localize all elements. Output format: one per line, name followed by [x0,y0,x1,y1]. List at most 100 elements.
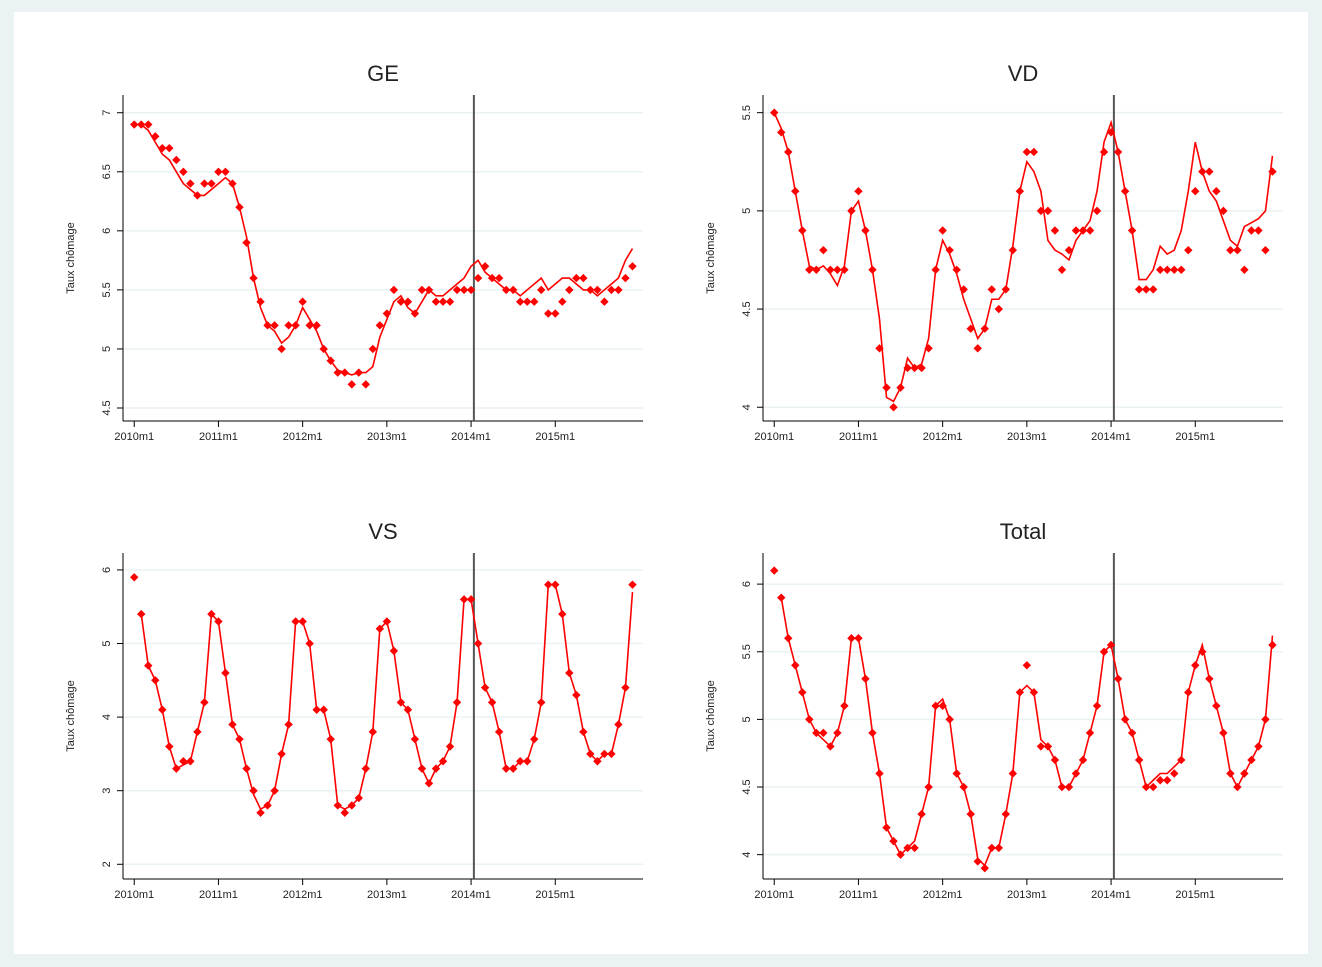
data-point [298,297,307,306]
data-point [375,321,385,330]
data-point [558,297,567,306]
x-tick-label: 2014m1 [1091,431,1131,443]
data-point [882,383,891,392]
x-tick-label: 2011m1 [199,889,238,901]
x-tick-label: 2010m1 [754,431,794,443]
data-point [1022,147,1032,157]
plot-area [123,95,643,421]
y-axis-title: Taux chômage [705,222,717,294]
data-point [1261,245,1270,255]
data-point [621,273,630,283]
data-point [593,285,602,295]
data-point [452,285,462,295]
data-point [777,593,786,602]
data-point [1057,265,1067,274]
data-point [1198,647,1207,656]
data-point [130,573,139,582]
y-tick-label: 5.5 [101,282,113,297]
data-point [819,728,828,738]
y-axis-title: Taux chômage [65,222,77,294]
plot-area [763,553,1283,879]
x-tick-label: 2011m1 [839,889,878,901]
data-point [1268,167,1277,176]
data-point [579,273,588,283]
data-point [614,285,623,295]
data-point [1163,265,1172,274]
data-point [389,285,399,295]
data-point [207,179,216,188]
data-point [600,297,609,306]
data-point [1148,285,1158,294]
data-point [515,297,525,306]
data-point [165,143,174,153]
data-point [256,808,265,817]
x-tick-label: 2010m1 [754,889,794,901]
x-tick-label: 2015m1 [535,431,575,443]
plot-area [123,553,643,879]
data-point [840,265,849,274]
y-tick-label: 5 [101,640,113,646]
data-point [628,262,637,271]
y-tick-label: 5.5 [741,105,753,120]
x-tick-label: 2011m1 [839,431,878,443]
data-point [1148,782,1158,792]
x-tick-label: 2013m1 [1007,431,1047,443]
data-point [973,344,982,353]
data-point [1141,285,1151,294]
data-point [1155,776,1165,785]
data-point [1029,147,1039,157]
y-tick-label: 5 [741,208,753,214]
data-point [221,167,230,176]
data-point [473,273,483,283]
data-point [347,380,356,389]
data-point [889,403,898,412]
data-point [144,120,153,129]
data-point [1254,226,1263,235]
data-point [186,179,195,188]
x-tick-label: 2012m1 [923,889,963,901]
data-point [1163,776,1172,785]
data-point [1177,265,1186,274]
data-point [417,285,427,295]
y-tick-label: 4.5 [741,301,753,316]
data-point [270,321,279,330]
data-point [1226,245,1235,255]
data-point [938,226,947,235]
x-tick-label: 2015m1 [1175,889,1215,901]
y-tick-label: 6 [101,228,113,234]
data-point [1240,265,1249,274]
y-tick-label: 7 [101,110,113,116]
data-point [1184,245,1193,255]
data-point [459,285,469,295]
data-point [819,245,828,255]
data-point [572,273,581,283]
data-point [987,285,996,294]
data-point [1043,206,1053,216]
data-point [973,857,982,866]
y-axis-title: Taux chômage [65,680,77,752]
x-tick-label: 2014m1 [451,889,491,901]
data-point [368,344,378,354]
y-tick-label: 5 [741,716,753,722]
data-point [172,155,181,165]
data-point [1134,285,1144,294]
data-point [938,701,947,711]
data-point [1085,226,1095,235]
data-point [607,285,616,295]
data-point [1071,226,1081,235]
x-tick-label: 2015m1 [535,889,575,901]
x-tick-label: 2014m1 [451,431,491,443]
data-point [994,304,1003,314]
x-tick-label: 2015m1 [1175,431,1215,443]
data-point [445,297,455,306]
data-point [910,843,919,853]
y-tick-label: 4 [101,714,113,720]
data-point [1205,167,1214,176]
x-tick-label: 2012m1 [283,889,323,901]
x-tick-label: 2013m1 [1007,889,1047,901]
chart-title: GE [367,61,399,86]
chart-title: VD [1008,61,1039,86]
data-point [1170,769,1179,778]
data-point [1155,265,1165,274]
